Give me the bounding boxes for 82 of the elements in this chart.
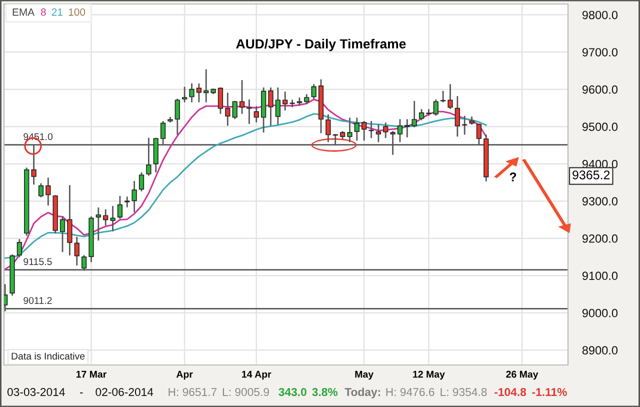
- text: -: [80, 392, 83, 394]
- legend-label: 100: [68, 8, 86, 16]
- y-tick-label: 9500.0: [582, 122, 618, 131]
- legend-title: EMA: [12, 8, 35, 16]
- text: AUD/JPY - Daily Timeframe: [236, 38, 406, 52]
- x-tick-label: May: [355, 370, 374, 380]
- candlestick: [368, 121, 374, 138]
- text: 9365.2: [572, 170, 610, 180]
- candlestick: [433, 99, 438, 116]
- candlestick: [232, 100, 238, 120]
- text: 343.0: [278, 388, 306, 396]
- candlestick: [354, 118, 360, 141]
- candlestick: [412, 100, 417, 128]
- candlestick: [454, 96, 460, 137]
- candlestick: [204, 69, 209, 102]
- candlestick: [347, 118, 352, 142]
- text: Today:: [344, 388, 380, 398]
- candlestick: [239, 80, 245, 114]
- candlestick: [225, 92, 230, 126]
- candlestick: [96, 207, 101, 241]
- text: H: 9651.7: [168, 388, 217, 396]
- y-tick-label: 9200.0: [582, 234, 618, 243]
- x-tick-label: 26 May: [506, 370, 538, 380]
- candlestick: [60, 216, 66, 252]
- candlestick: [426, 109, 432, 116]
- candlestick: [124, 196, 130, 208]
- candlestick: [189, 83, 194, 102]
- candlestick: [38, 183, 44, 198]
- x-tick-label: 14 Apr: [242, 370, 272, 380]
- x-tick-label: 12 May: [413, 370, 445, 380]
- candlestick: [132, 181, 137, 212]
- candlestick: [254, 106, 259, 122]
- candlestick: [462, 116, 468, 135]
- candlestick: [290, 100, 295, 108]
- candlestick: [103, 209, 108, 226]
- candlestick: [138, 172, 144, 192]
- candlestick: [418, 109, 424, 120]
- candlestick: [117, 196, 123, 219]
- y-tick-label: 9700.0: [582, 48, 618, 56]
- text: 3.8%: [312, 388, 338, 396]
- text: L: 9005.9: [222, 388, 269, 396]
- text: -104.8: [494, 388, 526, 396]
- y-tick-label: 9600.0: [582, 85, 618, 94]
- candlestick: [174, 98, 180, 135]
- x-tick-label: Apr: [176, 370, 193, 380]
- annotation: Data is Indicative: [12, 352, 85, 360]
- candlestick: [268, 88, 274, 126]
- text: H: 9476.6: [386, 388, 434, 396]
- text: 21: [52, 8, 62, 16]
- text: 03-03-2014: [7, 388, 65, 396]
- candlestick: [362, 121, 367, 141]
- candlestick: [74, 236, 80, 266]
- candlestick: [311, 84, 316, 99]
- text: 8: [40, 8, 46, 16]
- candlestick: [67, 185, 72, 256]
- candlestick: [246, 99, 252, 124]
- candlestick: [275, 88, 280, 125]
- candlestick: [46, 178, 51, 206]
- y-tick-label: 9100.0: [582, 272, 618, 280]
- candlestick: [383, 122, 388, 138]
- candlestick: [196, 83, 202, 102]
- y-tick-label: 9800.0: [582, 10, 618, 20]
- candlestick: [16, 239, 22, 258]
- candlestick: [440, 90, 446, 102]
- candlestick: [448, 84, 453, 110]
- candlestick: [218, 88, 224, 114]
- candlestick: [110, 206, 116, 232]
- candlestick: [376, 124, 382, 142]
- annotation: ?: [510, 172, 516, 182]
- ref-line-label: 9011.2: [24, 297, 52, 304]
- text: 02-06-2014: [96, 388, 154, 396]
- candlestick: [182, 86, 188, 102]
- text: L: 9354.8: [440, 388, 487, 396]
- candlestick: [404, 119, 410, 138]
- x-tick-label: 17 Mar: [76, 370, 106, 378]
- text: -1.11%: [532, 388, 567, 396]
- y-tick-label: 8900.0: [582, 346, 618, 354]
- y-tick-label: 9300.0: [582, 197, 618, 206]
- y-tick-label: 9000.0: [582, 308, 618, 318]
- ref-line-label: 9115.5: [24, 258, 52, 266]
- candlestick: [282, 92, 288, 110]
- candlestick: [397, 119, 403, 142]
